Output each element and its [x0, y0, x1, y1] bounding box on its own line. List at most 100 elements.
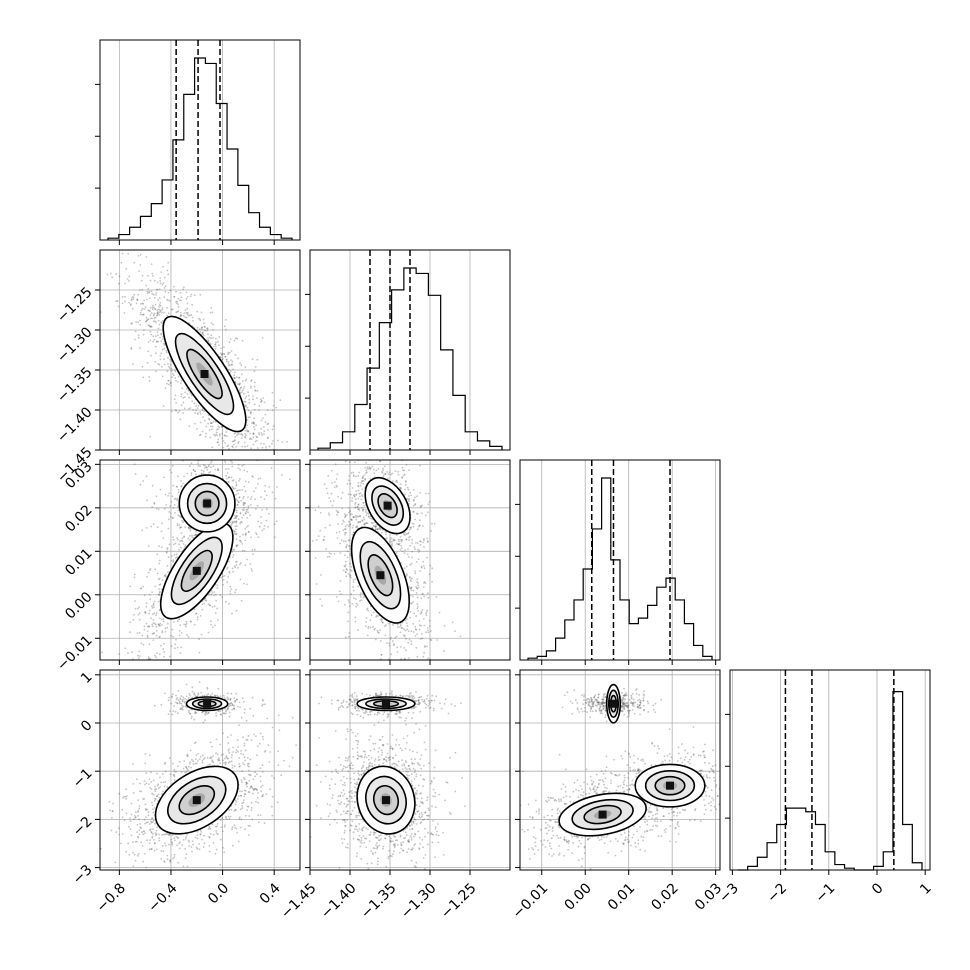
- sample-point: [229, 592, 232, 595]
- sample-point: [173, 504, 176, 506]
- sample-point: [424, 645, 426, 647]
- sample-point: [221, 358, 224, 360]
- sample-point: [384, 531, 387, 534]
- sample-point: [134, 473, 137, 475]
- sample-point: [353, 495, 356, 498]
- sample-point: [362, 508, 364, 511]
- sample-point: [163, 358, 166, 361]
- sample-point: [227, 481, 230, 484]
- sample-point: [240, 386, 242, 389]
- sample-point: [421, 593, 424, 595]
- sample-point: [140, 279, 143, 282]
- sample-point: [391, 451, 393, 453]
- sample-point: [120, 261, 123, 264]
- sample-point: [231, 482, 233, 484]
- sample-point: [220, 356, 223, 359]
- sample-point: [182, 482, 184, 485]
- sample-point: [404, 629, 407, 632]
- sample-point: [130, 299, 133, 302]
- sample-point: [159, 622, 162, 625]
- sample-point: [343, 565, 346, 567]
- sample-point: [132, 363, 134, 365]
- sample-point: [400, 544, 403, 547]
- sample-point: [146, 361, 149, 364]
- sample-point: [410, 586, 413, 589]
- sample-point: [350, 493, 352, 496]
- sample-point: [142, 303, 145, 305]
- sample-point: [203, 602, 206, 605]
- sample-point: [194, 533, 197, 536]
- sample-point: [148, 290, 151, 293]
- sample-point: [152, 304, 154, 307]
- sample-point: [354, 506, 357, 509]
- sample-point: [196, 618, 199, 621]
- sample-point: [257, 483, 259, 485]
- sample-point: [258, 405, 261, 407]
- sample-point: [233, 439, 236, 442]
- sample-point: [344, 533, 346, 536]
- sample-point: [420, 610, 423, 613]
- sample-point: [143, 625, 146, 628]
- sample-point: [149, 435, 152, 438]
- sample-point: [129, 585, 132, 588]
- sample-point: [317, 505, 320, 508]
- sample-point: [244, 480, 247, 483]
- sample-point: [349, 512, 352, 515]
- sample-point: [207, 340, 210, 343]
- sample-point: [406, 497, 409, 500]
- sample-point: [194, 470, 197, 473]
- sample-point: [237, 476, 239, 478]
- sample-point: [369, 468, 372, 470]
- sample-point: [428, 573, 431, 576]
- sample-point: [217, 438, 220, 441]
- sample-point: [421, 566, 423, 569]
- sample-point: [244, 533, 247, 536]
- sample-point: [209, 471, 212, 473]
- sample-point: [157, 624, 160, 626]
- sample-point: [365, 469, 368, 472]
- sample-point: [180, 314, 182, 316]
- sample-point: [421, 637, 424, 640]
- sample-point: [260, 419, 263, 422]
- sample-point: [199, 331, 202, 333]
- sample-point: [166, 370, 169, 373]
- sample-point: [250, 438, 253, 441]
- sample-point: [405, 565, 408, 568]
- sample-point: [114, 861, 117, 864]
- sample-point: [139, 347, 141, 349]
- sample-point: [249, 504, 252, 506]
- sample-point: [354, 503, 356, 505]
- sample-point: [157, 623, 160, 625]
- sample-point: [335, 478, 338, 480]
- sample-point: [235, 434, 238, 437]
- sample-point: [392, 480, 394, 482]
- sample-point: [364, 625, 367, 628]
- sample-point: [188, 527, 190, 530]
- sample-point: [167, 292, 170, 294]
- sample-point: [412, 623, 415, 625]
- sample-point: [183, 396, 186, 398]
- sample-point: [236, 499, 239, 502]
- sample-point: [209, 604, 211, 607]
- sample-point: [357, 485, 360, 488]
- sample-point: [202, 416, 204, 418]
- sample-point: [176, 666, 178, 668]
- histogram-panel-1: [309, 249, 511, 451]
- sample-point: [190, 314, 193, 316]
- sample-point: [415, 628, 418, 631]
- sample-point: [226, 566, 229, 569]
- sample-point: [237, 566, 239, 569]
- sample-point: [239, 512, 242, 514]
- sample-point: [363, 518, 366, 521]
- sample-point: [343, 528, 346, 530]
- sample-point: [247, 454, 249, 456]
- sample-point: [261, 509, 263, 511]
- sample-point: [178, 634, 181, 637]
- sample-point: [367, 516, 370, 518]
- sample-point: [253, 470, 255, 472]
- sample-point: [404, 488, 406, 491]
- sample-point: [351, 526, 354, 529]
- sample-point: [249, 563, 252, 565]
- sample-point: [198, 638, 201, 641]
- sample-point: [232, 443, 235, 446]
